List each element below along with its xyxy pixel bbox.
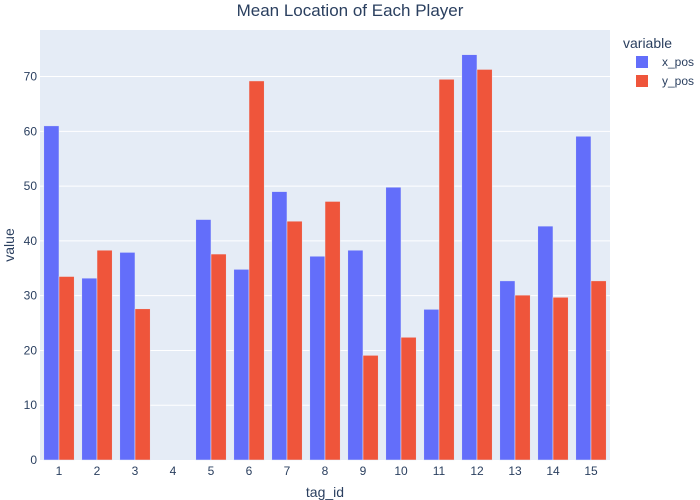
bar-y_pos-5 bbox=[210, 253, 227, 461]
legend-title: variable bbox=[623, 35, 672, 51]
bar-y_pos-11 bbox=[438, 79, 455, 461]
x-axis-ticks: 1 2 3 4 5 6 7 8 9 10 11 12 13 14 15 bbox=[56, 464, 598, 478]
x-axis-title: tag_id bbox=[306, 484, 344, 500]
x-tick-label: 4 bbox=[170, 464, 177, 478]
x-tick-label: 14 bbox=[546, 464, 560, 478]
y-tick-label: 50 bbox=[24, 179, 38, 193]
bar-y_pos-3 bbox=[134, 308, 151, 461]
bar-y_pos-7 bbox=[286, 220, 303, 461]
x-tick-label: 6 bbox=[246, 464, 253, 478]
y-tick-label: 40 bbox=[24, 234, 38, 248]
chart-title: Mean Location of Each Player bbox=[237, 1, 464, 20]
bar-x_pos-12 bbox=[461, 54, 478, 461]
legend-label-y_pos[interactable]: y_pos bbox=[662, 74, 694, 88]
x-tick-label: 3 bbox=[132, 464, 139, 478]
y-tick-label: 0 bbox=[30, 453, 37, 467]
bar-y_pos-8 bbox=[324, 201, 341, 461]
y-tick-label: 70 bbox=[24, 70, 38, 84]
y-axis-ticks: 0 10 20 30 40 50 60 70 bbox=[24, 70, 38, 467]
bar-y_pos-14 bbox=[552, 297, 569, 461]
bar-y_pos-9 bbox=[362, 355, 379, 461]
x-tick-label: 5 bbox=[208, 464, 215, 478]
y-tick-label: 30 bbox=[24, 289, 38, 303]
y-axis-title: value bbox=[1, 228, 17, 262]
legend: variable x_pos y_pos bbox=[623, 35, 694, 88]
y-tick-label: 20 bbox=[24, 343, 38, 357]
legend-swatch-y_pos[interactable] bbox=[636, 75, 648, 87]
y-tick-label: 60 bbox=[24, 124, 38, 138]
bar-y_pos-10 bbox=[400, 337, 417, 461]
bar-x_pos-13 bbox=[499, 280, 516, 461]
bar-x_pos-3 bbox=[119, 252, 136, 461]
bar-x_pos-5 bbox=[195, 219, 212, 461]
legend-swatch-x_pos[interactable] bbox=[636, 56, 648, 68]
bar-y_pos-12 bbox=[476, 69, 493, 461]
bar-y_pos-1 bbox=[58, 276, 75, 461]
x-tick-label: 8 bbox=[322, 464, 329, 478]
bar-y_pos-15 bbox=[590, 280, 607, 461]
bar-x_pos-9 bbox=[347, 249, 364, 461]
bars bbox=[43, 54, 607, 461]
x-tick-label: 10 bbox=[394, 464, 408, 478]
x-tick-label: 12 bbox=[470, 464, 484, 478]
bar-x_pos-15 bbox=[575, 136, 592, 461]
x-tick-label: 9 bbox=[360, 464, 367, 478]
bar-x_pos-14 bbox=[537, 225, 554, 461]
x-tick-label: 2 bbox=[94, 464, 101, 478]
bar-x_pos-11 bbox=[423, 309, 440, 461]
bar-y_pos-2 bbox=[96, 249, 113, 461]
x-tick-label: 13 bbox=[508, 464, 522, 478]
bar-x_pos-7 bbox=[271, 191, 288, 461]
x-tick-label: 1 bbox=[56, 464, 63, 478]
bar-x_pos-2 bbox=[81, 277, 98, 461]
bar-y_pos-13 bbox=[514, 294, 531, 461]
bar-x_pos-6 bbox=[233, 269, 250, 461]
x-tick-label: 7 bbox=[284, 464, 291, 478]
x-tick-label: 11 bbox=[433, 464, 446, 478]
legend-label-x_pos[interactable]: x_pos bbox=[662, 55, 694, 69]
bar-x_pos-10 bbox=[385, 186, 402, 461]
bar-x_pos-1 bbox=[43, 125, 60, 461]
x-tick-label: 15 bbox=[584, 464, 598, 478]
bar-x_pos-8 bbox=[309, 255, 326, 461]
y-tick-label: 10 bbox=[24, 398, 38, 412]
bar-y_pos-6 bbox=[248, 80, 265, 461]
